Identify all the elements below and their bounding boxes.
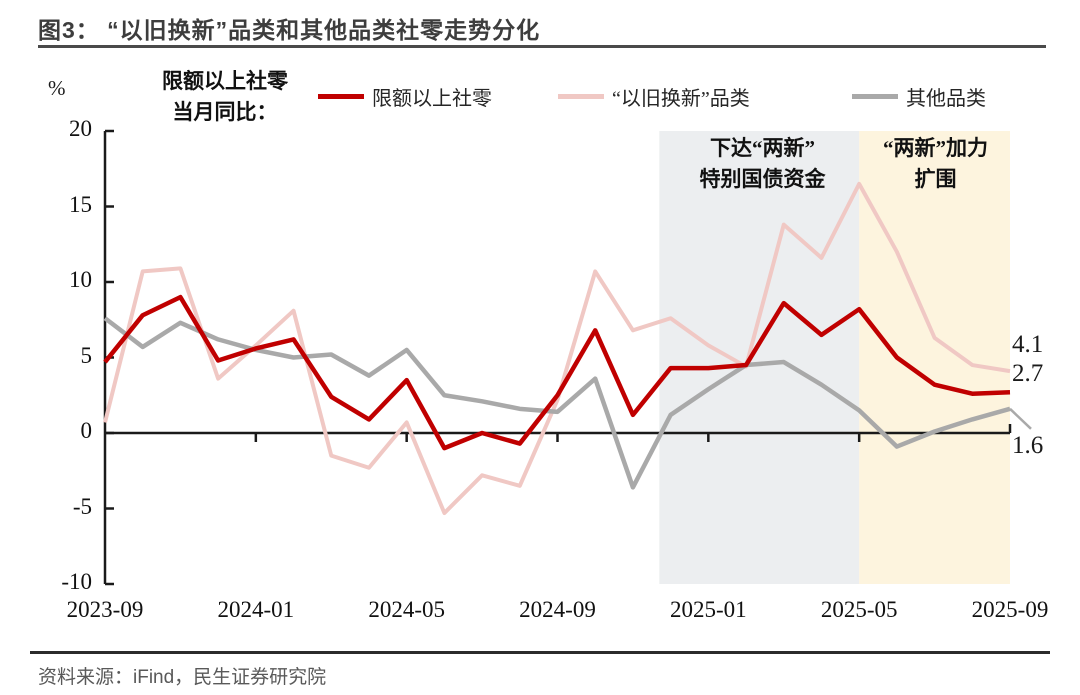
- x-tick-label: 2025-01: [669, 597, 747, 622]
- annotation-region-1-line2: 特别国债资金: [699, 167, 826, 191]
- source-note: 资料来源：iFind，民生证券研究院: [38, 667, 327, 688]
- y-tick-label: 5: [80, 342, 93, 368]
- end-label-leader-line: [1009, 407, 1032, 430]
- title-underline: [38, 45, 1046, 48]
- x-tick-label: 2024-01: [217, 597, 295, 622]
- end-value-pink: 4.1: [1012, 331, 1044, 358]
- series-note-line1: 限额以上社零: [162, 69, 288, 93]
- legend-label-total: 限额以上社零: [372, 87, 492, 110]
- annotation-region-1: 下达“两新” 特别国债资金: [660, 133, 865, 195]
- annotation-region-2-line2: 扩围: [914, 167, 957, 191]
- series-note: 限额以上社零 当月同比：: [140, 66, 310, 128]
- y-axis-unit-label: %: [48, 76, 66, 100]
- legend-line-swatch-gray: [852, 93, 898, 99]
- legend-item-others: 其他品类: [852, 84, 986, 110]
- x-tick-label: 2024-05: [368, 597, 445, 622]
- x-tick-label: 2024-09: [519, 597, 596, 622]
- series-line-total: [103, 294, 1011, 451]
- end-value-gray: 1.6: [1012, 432, 1044, 459]
- y-tick-label: -5: [72, 493, 92, 519]
- legend-label-tradein: “以旧换新”品类: [612, 87, 750, 110]
- series-line-tradein: [103, 181, 1011, 516]
- y-tick-label: -10: [61, 569, 92, 594]
- y-tick-label: 15: [69, 191, 92, 217]
- highlight-region-1: [659, 131, 860, 584]
- x-tick-label: 2025-09: [971, 597, 1049, 622]
- figure-title: 图3： “以旧换新”品类和其他品类社零走势分化: [38, 17, 541, 43]
- legend-line-swatch-red: [318, 93, 364, 99]
- legend-line-swatch-pink: [558, 93, 604, 99]
- legend-item-tradein: “以旧换新”品类: [558, 84, 750, 110]
- x-tick-label: 2023-09: [66, 597, 144, 622]
- y-tick-label: 0: [80, 418, 93, 443]
- highlight-region-2: [859, 131, 1010, 584]
- y-tick-label: 10: [69, 267, 92, 292]
- y-tick-label: 20: [69, 116, 92, 141]
- footer-divider: [30, 651, 1050, 654]
- annotation-region-2: “两新”加力 扩围: [858, 133, 1013, 195]
- series-note-line2: 当月同比：: [172, 100, 278, 124]
- legend-label-others: 其他品类: [906, 87, 986, 110]
- end-value-red: 2.7: [1012, 360, 1044, 387]
- legend-item-total: 限额以上社零: [318, 84, 492, 110]
- annotation-region-1-line1: 下达“两新”: [710, 136, 815, 160]
- x-tick-label: 2025-05: [820, 597, 898, 622]
- annotation-region-2-line1: “两新”加力: [883, 136, 988, 160]
